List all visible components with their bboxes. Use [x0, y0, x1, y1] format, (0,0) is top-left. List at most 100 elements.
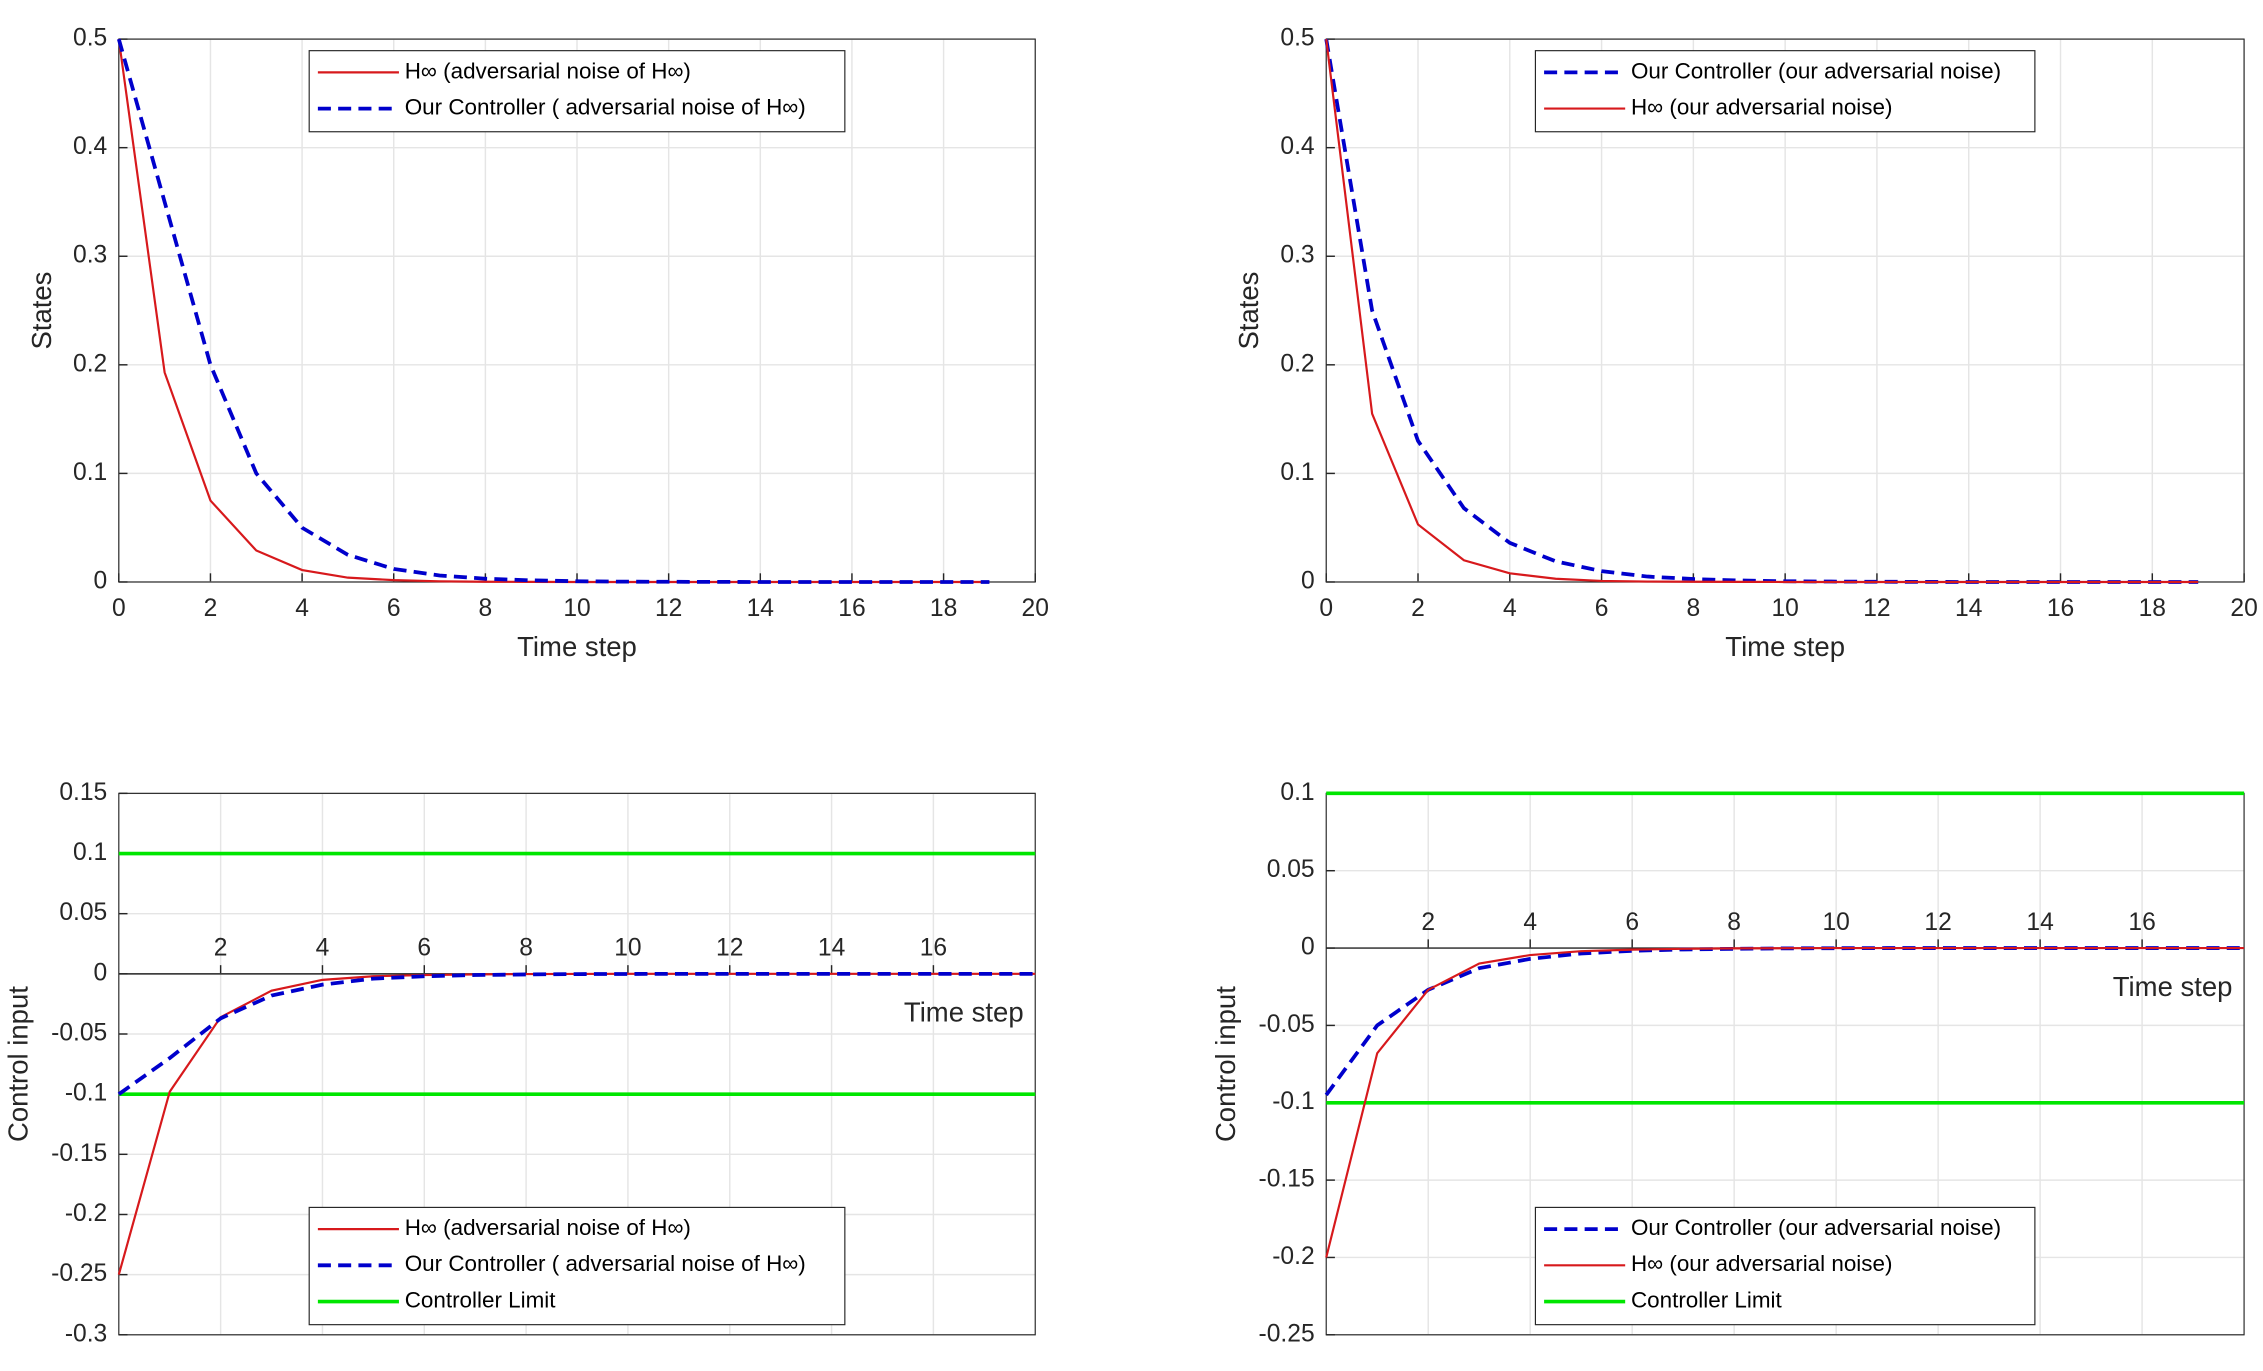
legend: H∞ (adversarial noise of H∞) Our Controll… — [308, 1206, 846, 1326]
x-tick-label: 10 — [1771, 595, 1798, 622]
x-tick-label: 2 — [204, 595, 218, 622]
y-tick-label: -0.1 — [1272, 1088, 1314, 1115]
y-tick-label: 0.4 — [73, 133, 107, 160]
legend-label: Our Controller ( adversarial noise of H∞… — [405, 95, 806, 120]
legend-label: H∞ (our adversarial noise) — [1631, 1251, 1892, 1276]
series-line — [117, 971, 1036, 1096]
y-tick-label: -0.15 — [1259, 1166, 1315, 1193]
x-axis-label: Time step — [904, 997, 1024, 1028]
x-tick-label: 18 — [930, 595, 957, 622]
legend-box — [1534, 50, 2036, 133]
y-axis-label: States — [1233, 272, 1264, 350]
x-tick-label: 12 — [655, 595, 682, 622]
legend-label: H∞ (adversarial noise of H∞) — [405, 1215, 691, 1240]
x-tick-label: 20 — [2230, 595, 2257, 622]
y-tick-label: 0.2 — [1280, 350, 1314, 377]
x-tick-label: 12 — [716, 935, 743, 962]
x-tick-label: 18 — [2139, 595, 2166, 622]
series-line — [1325, 38, 2199, 584]
y-tick-label: -0.25 — [1259, 1320, 1315, 1347]
x-tick-label: 6 — [387, 595, 401, 622]
y-tick-label: 0.5 — [1280, 25, 1314, 52]
legend: H∞ (adversarial noise of H∞) Our Controll… — [308, 50, 846, 133]
x-tick-label: 4 — [295, 595, 309, 622]
y-axis-label: States — [26, 272, 57, 350]
x-tick-label: 8 — [1687, 595, 1701, 622]
legend-label: Our Controller (our adversarial noise) — [1631, 58, 2001, 83]
subplot: 2 4 6 8 10 12 14 16 -0.3 -0.25 -0.2 -0.15 -0.1 -0.05 0… — [3, 779, 1036, 1347]
y-tick-label: 0.05 — [59, 899, 107, 926]
y-tick-label: 0.15 — [59, 779, 107, 806]
y-tick-label: 0.3 — [73, 242, 107, 269]
y-tick-label: -0.05 — [1259, 1011, 1315, 1038]
x-axis-label: Time step — [517, 631, 637, 662]
x-tick-label: 4 — [1523, 909, 1537, 936]
x-tick-label: 4 — [316, 935, 330, 962]
y-tick-label: 0 — [94, 567, 108, 594]
x-tick-label: 10 — [614, 935, 641, 962]
y-tick-label: 0.1 — [73, 839, 107, 866]
legend-box — [308, 50, 846, 133]
x-tick-label: 0 — [1319, 595, 1333, 622]
x-tick-label: 20 — [1022, 595, 1049, 622]
y-tick-label: 0 — [94, 959, 108, 986]
x-tick-label: 16 — [838, 595, 865, 622]
x-tick-label: 10 — [1822, 909, 1849, 936]
x-tick-label: 2 — [214, 935, 228, 962]
y-tick-label: 0.4 — [1280, 133, 1314, 160]
y-axis-label: Control input — [1210, 986, 1241, 1142]
y-tick-label: 0.1 — [1280, 779, 1314, 806]
x-tick-label: 8 — [1727, 909, 1741, 936]
y-tick-label: -0.05 — [51, 1020, 107, 1047]
axes-box — [118, 792, 1036, 1336]
subplot: 0 2 4 6 8 10 12 14 16 18 20 0 0.1 0.2 0.3 0.4 0.5 Time st… — [1233, 25, 2258, 662]
series-line — [1325, 946, 2245, 1258]
legend-label: Our Controller (our adversarial noise) — [1631, 1215, 2001, 1240]
x-tick-label: 0 — [112, 595, 126, 622]
legend-label: Controller Limit — [405, 1287, 557, 1312]
y-tick-label: 0.1 — [73, 459, 107, 486]
x-axis-label: Time step — [1725, 631, 1845, 662]
y-tick-label: 0.2 — [73, 350, 107, 377]
x-tick-label: 16 — [2128, 909, 2155, 936]
x-tick-label: 14 — [747, 595, 774, 622]
series-line — [117, 38, 990, 584]
y-axis-label: Control input — [3, 986, 34, 1142]
x-tick-label: 16 — [2047, 595, 2074, 622]
x-axis-label: Time step — [2113, 971, 2233, 1002]
legend-label: Our Controller ( adversarial noise of H∞… — [405, 1251, 806, 1276]
legend-box — [308, 1206, 846, 1326]
y-tick-label: 0.1 — [1280, 459, 1314, 486]
subplot: 0 2 4 6 8 10 12 14 16 18 20 0 0.1 0.2 0.3 0.4 0.5 Time st… — [26, 25, 1049, 662]
subplot: 2 4 6 8 10 12 14 16 -0.25 -0.2 -0.15 -0.1 -0.05 0 0.05… — [1210, 779, 2245, 1347]
x-tick-label: 6 — [1595, 595, 1609, 622]
x-tick-label: 6 — [1625, 909, 1639, 936]
y-tick-label: -0.3 — [65, 1320, 107, 1347]
y-tick-label: 0 — [1301, 567, 1315, 594]
legend: Our Controller (our adversarial noise) H∞… — [1534, 1206, 2036, 1326]
legend-label: H∞ (adversarial noise of H∞) — [405, 58, 691, 83]
y-tick-label: 0 — [1301, 934, 1315, 961]
y-tick-label: -0.2 — [1272, 1243, 1314, 1270]
y-tick-label: 0.05 — [1267, 856, 1315, 883]
legend: Our Controller (our adversarial noise) H∞… — [1534, 50, 2036, 133]
x-tick-label: 2 — [1411, 595, 1425, 622]
legend-label: H∞ (our adversarial noise) — [1631, 95, 1892, 120]
x-tick-label: 2 — [1421, 909, 1435, 936]
y-tick-label: 0.5 — [73, 25, 107, 52]
x-tick-label: 8 — [479, 595, 493, 622]
x-tick-label: 12 — [1924, 909, 1951, 936]
y-tick-label: -0.15 — [51, 1140, 107, 1167]
y-tick-label: -0.2 — [65, 1200, 107, 1227]
y-tick-label: -0.25 — [51, 1260, 107, 1287]
x-tick-label: 12 — [1863, 595, 1890, 622]
x-tick-label: 14 — [818, 935, 845, 962]
x-tick-label: 16 — [920, 935, 947, 962]
x-tick-label: 4 — [1503, 595, 1517, 622]
y-tick-label: -0.1 — [65, 1080, 107, 1107]
x-tick-label: 14 — [2026, 909, 2053, 936]
y-tick-label: 0.3 — [1280, 242, 1314, 269]
x-tick-label: 6 — [417, 935, 431, 962]
legend-label: Controller Limit — [1631, 1287, 1783, 1312]
